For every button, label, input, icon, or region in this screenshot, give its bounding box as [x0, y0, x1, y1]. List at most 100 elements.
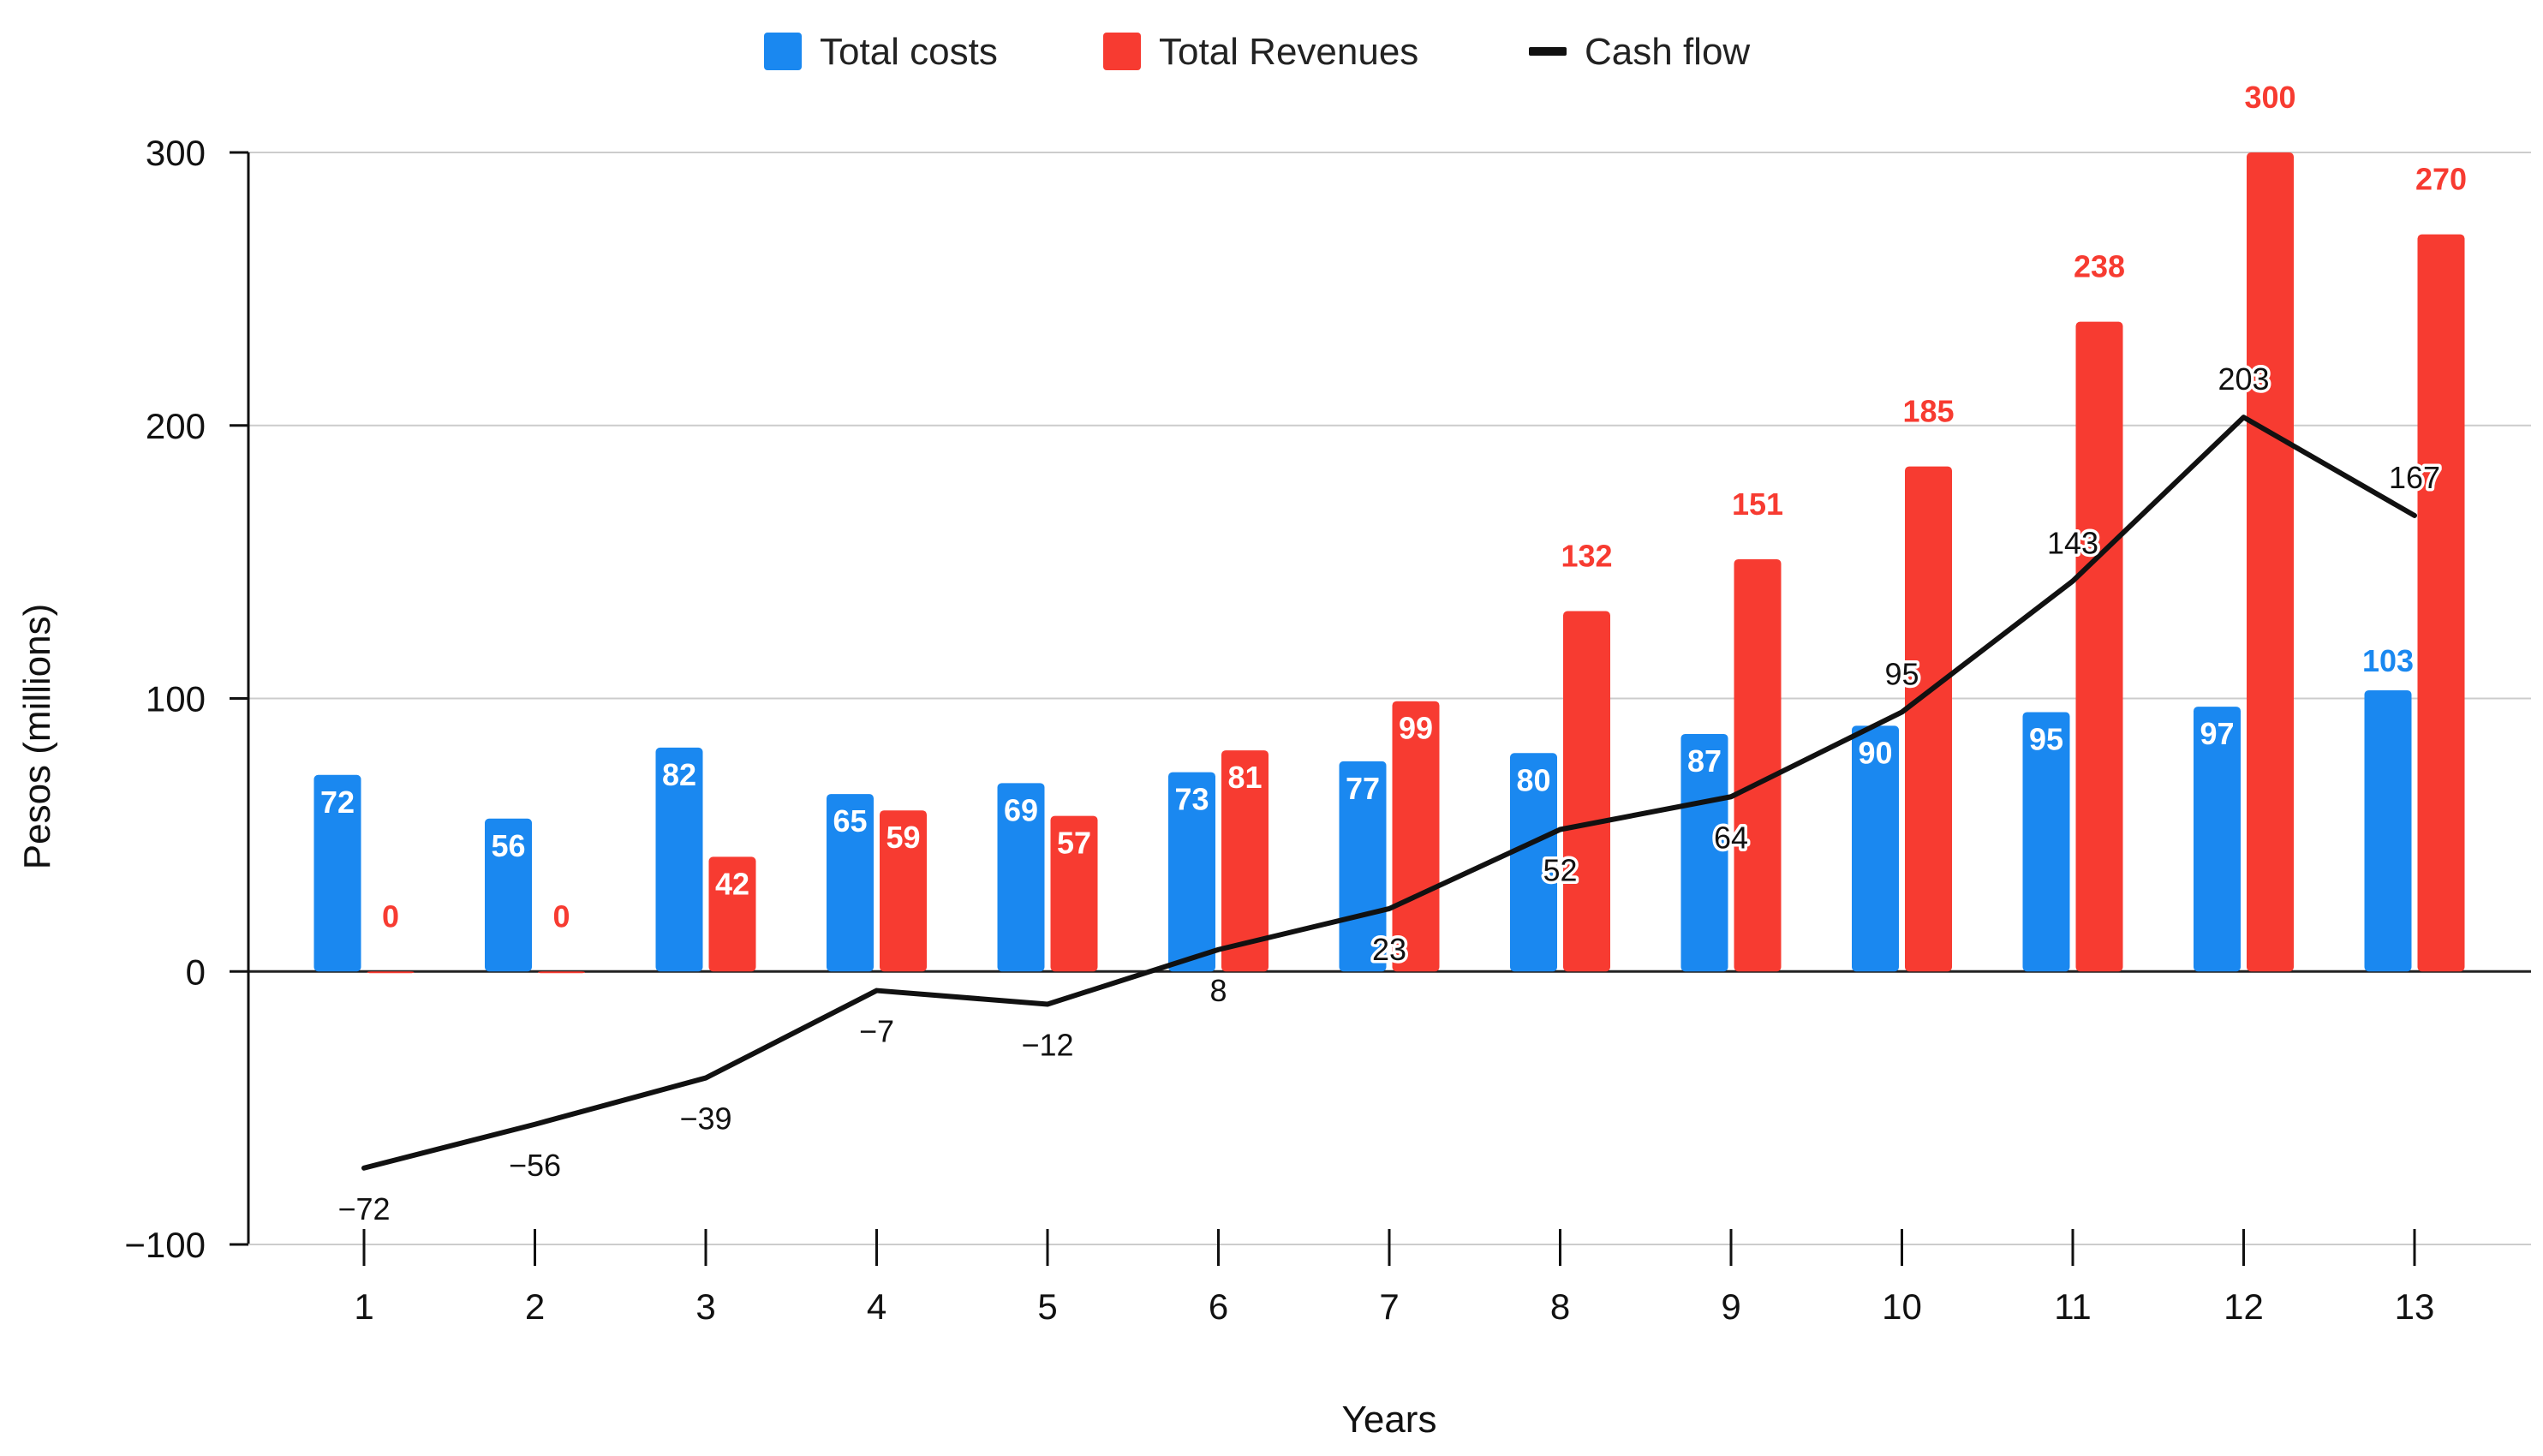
- label-total-costs: 95: [2029, 721, 2063, 756]
- label-total-revenues: 57: [1057, 826, 1091, 861]
- bars: [313, 152, 2465, 974]
- cash-flow-line: [361, 415, 2417, 1171]
- bar-total-costs: [2364, 689, 2412, 972]
- x-tick-label: 12: [2224, 1286, 2264, 1327]
- label-cash-flow: 64: [1714, 820, 1748, 855]
- legend-cash-flow-swatch: [1529, 47, 1567, 56]
- label-total-costs: 103: [2362, 643, 2414, 678]
- label-total-costs: 69: [1004, 792, 1038, 827]
- label-total-costs: 72: [320, 785, 355, 820]
- label-total-revenues: 42: [715, 866, 749, 901]
- bar-total-costs: [2022, 712, 2070, 972]
- label-total-costs: 87: [1687, 743, 1722, 779]
- bar-total-revenues: [538, 971, 585, 974]
- label-cash-flow: 23: [1372, 932, 1406, 967]
- legend-total-revenues-swatch: [1103, 33, 1141, 70]
- legend-cash-flow: Cash flow: [1529, 31, 1750, 73]
- label-cash-flow: 203: [2218, 361, 2269, 397]
- x-tick-label: 2: [525, 1286, 545, 1327]
- label-cash-flow: 143: [2047, 525, 2098, 560]
- y-tick-label: 100: [146, 679, 206, 719]
- label-total-revenues: 132: [1561, 539, 1612, 574]
- cash-flow-line-group: [361, 415, 2417, 1171]
- legend-total-costs: Total costs: [764, 31, 998, 73]
- y-axis-title: Pesos (millions): [16, 604, 58, 870]
- x-axis-title: Years: [1342, 1399, 1437, 1441]
- bar-total-costs: [313, 774, 361, 972]
- bar-total-revenues: [1734, 558, 1782, 972]
- legend-total-costs-swatch: [764, 33, 802, 70]
- y-tick-label: 200: [146, 406, 206, 446]
- x-tick-label: 13: [2395, 1286, 2435, 1327]
- label-total-revenues: 81: [1227, 760, 1262, 795]
- bar-total-revenues: [2247, 152, 2294, 972]
- bar-total-costs: [1510, 753, 1557, 972]
- label-total-costs: 90: [1858, 735, 1892, 770]
- label-total-revenues: 300: [2244, 80, 2295, 115]
- x-tick-label: 8: [1550, 1286, 1570, 1327]
- label-total-costs: 82: [662, 757, 696, 792]
- label-total-revenues: 99: [1399, 711, 1433, 746]
- bar-total-revenues: [880, 810, 927, 972]
- label-total-costs: 56: [491, 828, 525, 863]
- y-tick-label: −100: [124, 1225, 206, 1265]
- bar-total-costs: [655, 747, 703, 972]
- bar-total-revenues: [708, 856, 756, 972]
- label-total-costs: 97: [2200, 716, 2234, 751]
- bar-total-costs: [2194, 707, 2241, 972]
- x-tick-label: 7: [1379, 1286, 1399, 1327]
- x-tick-label: 11: [2054, 1286, 2092, 1327]
- bar-total-costs: [1680, 733, 1728, 972]
- label-total-revenues: 238: [2074, 249, 2125, 284]
- label-cash-flow: −12: [1021, 1028, 1073, 1063]
- label-cash-flow: 8: [1209, 973, 1227, 1008]
- legend-total-costs-label: Total costs: [820, 31, 998, 73]
- label-total-costs: 65: [833, 803, 867, 838]
- x-tick-label: 1: [354, 1286, 373, 1327]
- label-cash-flow: 52: [1543, 853, 1577, 888]
- label-total-costs: 80: [1516, 762, 1550, 797]
- label-cash-flow: −72: [337, 1191, 390, 1226]
- bar-total-costs: [1852, 725, 1899, 972]
- data-labels: 72 0 56 0 82 42 65 59 69 57 73 81 77 99 80 132 87 151 90 18…: [320, 80, 2467, 1229]
- label-total-costs: 77: [1346, 771, 1380, 806]
- label-total-revenues: 0: [382, 898, 399, 934]
- label-total-revenues: 59: [886, 820, 920, 855]
- label-cash-flow: 95: [1884, 656, 1919, 691]
- x-tick-label: 3: [695, 1286, 715, 1327]
- label-total-revenues: 0: [552, 898, 570, 934]
- bar-total-revenues: [2075, 321, 2123, 972]
- bar-total-costs: [485, 818, 532, 972]
- bar-total-costs: [1168, 772, 1215, 972]
- bar-total-revenues: [367, 971, 415, 974]
- label-cash-flow: 167: [2389, 460, 2440, 495]
- legend-total-revenues: Total Revenues: [1103, 31, 1418, 73]
- label-total-revenues: 270: [2415, 162, 2467, 197]
- legend-cash-flow-label: Cash flow: [1585, 31, 1750, 73]
- label-cash-flow: −56: [509, 1148, 561, 1183]
- bar-total-revenues: [1221, 750, 1269, 972]
- bar-total-revenues: [2417, 234, 2465, 972]
- bar-total-revenues: [1905, 466, 1952, 972]
- x-tick-label: 9: [1721, 1286, 1740, 1327]
- x-tick-label: 4: [867, 1286, 886, 1327]
- label-total-revenues: 185: [1902, 394, 1954, 429]
- x-tick-label: 10: [1882, 1286, 1922, 1327]
- bar-total-revenues: [1050, 815, 1098, 972]
- x-tick-label: 5: [1037, 1286, 1057, 1327]
- y-tick-label: 0: [186, 952, 206, 992]
- bar-total-costs: [827, 794, 874, 972]
- gridlines: [248, 152, 2531, 973]
- label-cash-flow: −7: [859, 1014, 894, 1049]
- y-tick-label: 300: [146, 133, 206, 173]
- legend-total-revenues-label: Total Revenues: [1159, 31, 1418, 73]
- bar-total-revenues: [1563, 611, 1610, 972]
- label-cash-flow: −39: [679, 1101, 731, 1137]
- label-total-revenues: 151: [1732, 486, 1783, 522]
- x-tick-label: 6: [1209, 1286, 1228, 1327]
- label-total-costs: 73: [1174, 782, 1209, 817]
- legend: Total costs Total Revenues Cash flow: [764, 31, 1750, 73]
